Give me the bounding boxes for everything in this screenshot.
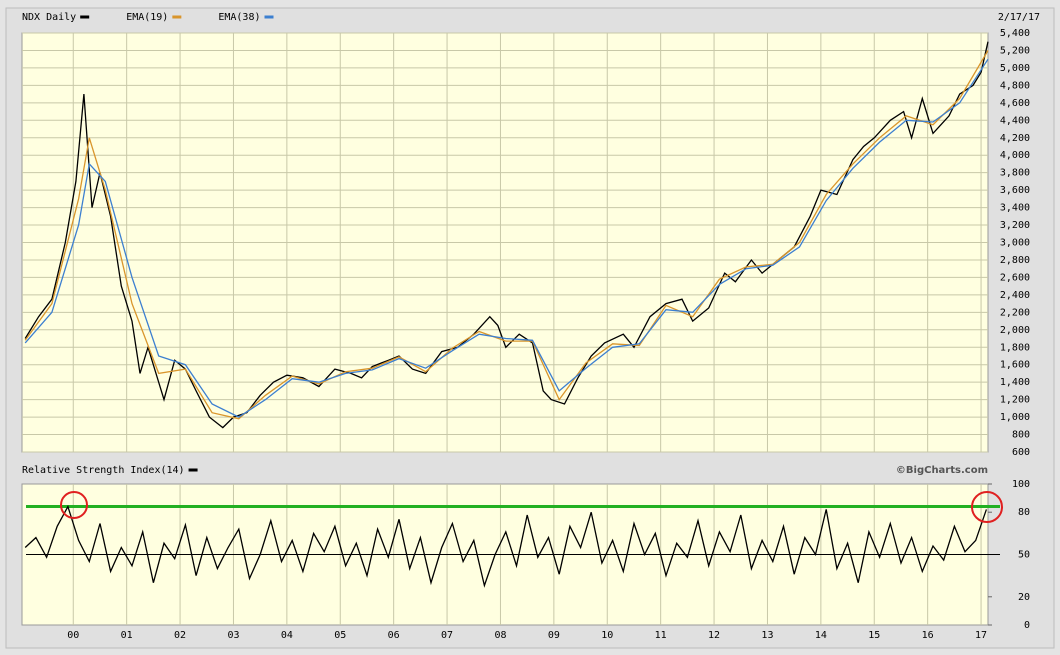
highlight-circle: [60, 491, 88, 519]
x-tick-label: 13: [761, 630, 773, 641]
y-tick-label: 4,600: [1000, 98, 1030, 109]
y-tick-label: 50: [1018, 550, 1030, 561]
y-tick-label: 1,600: [1000, 360, 1030, 371]
y-tick-label: 3,800: [1000, 168, 1030, 179]
highlight-circle: [971, 491, 1003, 523]
x-tick-label: 02: [174, 630, 186, 641]
y-tick-label: 80: [1018, 507, 1030, 518]
y-tick-label: 3,200: [1000, 220, 1030, 231]
y-tick-label: 1,400: [1000, 377, 1030, 388]
x-tick-label: 09: [548, 630, 560, 641]
legend-label: EMA(38): [218, 12, 260, 23]
y-tick-label: 4,400: [1000, 115, 1030, 126]
x-tick-label: 05: [334, 630, 346, 641]
y-tick-label: 3,400: [1000, 203, 1030, 214]
x-tick-label: 16: [922, 630, 934, 641]
legend-label: Relative Strength Index(14): [22, 465, 185, 476]
y-tick-label: 4,000: [1000, 150, 1030, 161]
y-tick-label: 1,200: [1000, 395, 1030, 406]
series-line: [24, 504, 988, 588]
x-tick-label: 10: [601, 630, 613, 641]
series-line: [24, 58, 989, 418]
y-tick-label: 5,400: [1000, 28, 1030, 39]
x-tick-label: 14: [815, 630, 827, 641]
y-tick-label: 4,200: [1000, 133, 1030, 144]
date-label: 2/17/17: [998, 12, 1040, 23]
x-tick-label: 03: [227, 630, 239, 641]
y-tick-label: 800: [1012, 430, 1030, 441]
y-tick-label: 5,000: [1000, 63, 1030, 74]
credit: ©BigCharts.com: [896, 465, 988, 476]
y-tick-label: 2,000: [1000, 325, 1030, 336]
legend-swatch: [80, 15, 90, 19]
legend-label: NDX Daily: [22, 12, 76, 23]
y-tick-label: 5,200: [1000, 45, 1030, 56]
price-layer: 600 800 1,000 1,200 1,400 1,600 1,800 2,000 2,20…: [22, 28, 1030, 458]
y-tick-label: 0: [1024, 620, 1030, 631]
x-tick-label: 01: [121, 630, 133, 641]
y-tick-label: 2,800: [1000, 255, 1030, 266]
y-tick-label: 600: [1012, 447, 1030, 458]
x-tick-label: 15: [868, 630, 880, 641]
y-tick-label: 4,800: [1000, 80, 1030, 91]
x-tick-label: 04: [281, 630, 293, 641]
legend-swatch: [172, 15, 182, 19]
y-tick-label: 2,600: [1000, 272, 1030, 283]
x-tick-label: 12: [708, 630, 720, 641]
y-tick-label: 2,400: [1000, 290, 1030, 301]
y-tick-label: 2,200: [1000, 307, 1030, 318]
x-tick-label: 17: [975, 630, 987, 641]
x-tick-label: 00: [67, 630, 79, 641]
series-line: [24, 41, 989, 429]
y-tick-label: 1,800: [1000, 342, 1030, 353]
x-tick-label: 07: [441, 630, 453, 641]
x-tick-label: 11: [655, 630, 667, 641]
y-tick-label: 100: [1012, 479, 1030, 490]
y-tick-label: 1,000: [1000, 412, 1030, 423]
y-tick-label: 3,000: [1000, 238, 1030, 249]
rsi-layer: 00 01 02 03 04 05 06 07 08 09 10 11 12 13 14 15 16 17 0 20 5…: [24, 479, 1030, 641]
y-tick-label: 20: [1018, 592, 1030, 603]
x-tick-label: 08: [494, 630, 506, 641]
legend-swatch: [188, 468, 198, 472]
legend-label: EMA(19): [126, 12, 168, 23]
legend-swatch: [264, 15, 274, 19]
x-tick-label: 06: [388, 630, 400, 641]
y-tick-label: 3,600: [1000, 185, 1030, 196]
